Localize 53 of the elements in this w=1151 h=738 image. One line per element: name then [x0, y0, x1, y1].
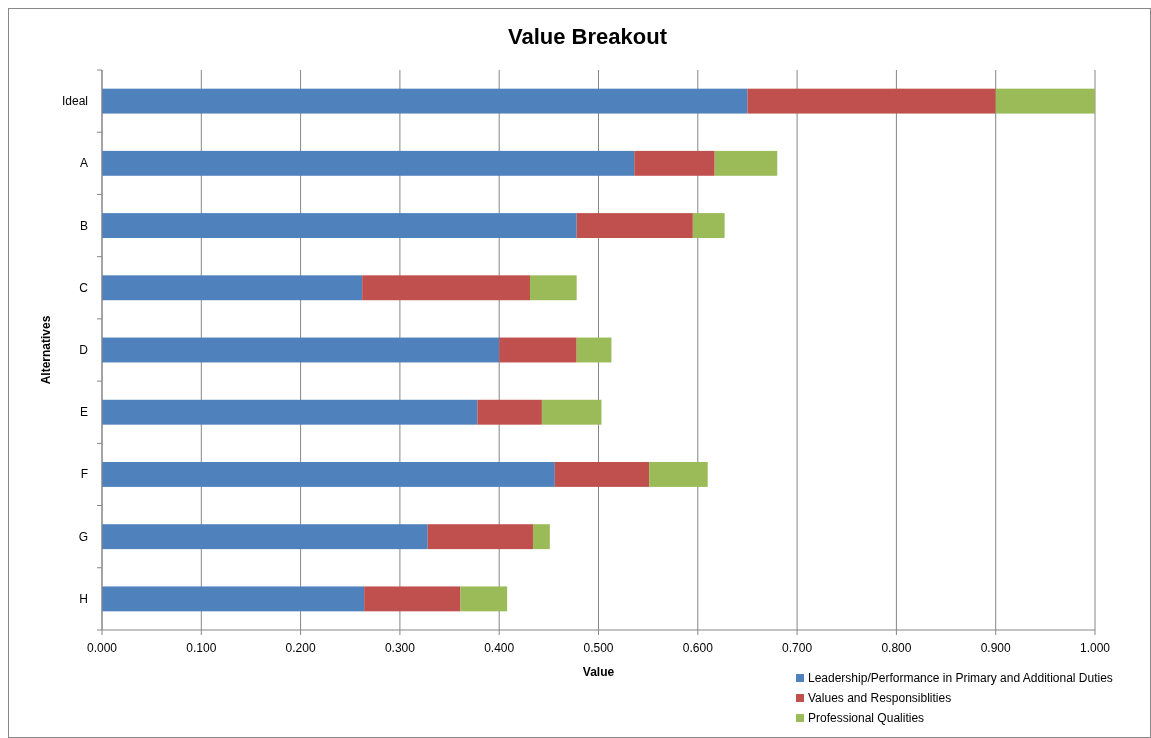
bar — [102, 586, 365, 612]
bar — [364, 586, 461, 612]
bar — [576, 213, 693, 238]
y-axis-title: Alternatives — [39, 315, 53, 385]
x-tick-label: 0.500 — [583, 641, 614, 655]
bar — [102, 275, 363, 301]
chart-title: Value Breakout — [508, 24, 668, 49]
x-tick-label: 0.300 — [384, 641, 416, 655]
bar — [532, 524, 550, 550]
x-axis-title: Value — [582, 665, 615, 679]
bar — [102, 462, 555, 487]
legend-label: Professional Qualities — [808, 711, 925, 725]
bar — [747, 88, 996, 114]
bar — [102, 88, 748, 114]
bar — [102, 150, 635, 176]
y-tick-label: D — [79, 343, 89, 357]
y-tick-label: H — [79, 591, 88, 606]
bar — [477, 399, 542, 425]
bar — [576, 337, 612, 363]
bar — [995, 88, 1095, 114]
bar — [714, 150, 778, 176]
legend-label: Values and Responsiblities — [808, 691, 952, 705]
y-tick-label: G — [78, 529, 88, 544]
x-tick-label: 0.700 — [782, 641, 813, 655]
bar — [460, 586, 508, 612]
y-tick-label: B — [79, 218, 88, 233]
x-tick-label: 0.000 — [86, 641, 118, 655]
x-tick-label: 1.000 — [1079, 641, 1111, 655]
y-tick-label: F — [80, 467, 88, 482]
bar — [102, 337, 500, 363]
bar — [102, 213, 577, 238]
bar — [362, 275, 530, 301]
bar — [554, 462, 650, 487]
bar — [427, 524, 533, 550]
bar — [649, 462, 708, 487]
x-tick-label: 0.400 — [484, 641, 515, 655]
y-tick-label: A — [79, 156, 88, 171]
x-tick-label: 0.900 — [980, 641, 1012, 655]
bar — [541, 399, 602, 425]
y-tick-label: E — [79, 405, 88, 420]
x-tick-label: 0.800 — [881, 641, 912, 655]
bar — [634, 150, 715, 176]
bar — [692, 213, 725, 238]
bar — [102, 524, 428, 550]
x-tick-label: 0.600 — [682, 641, 714, 655]
x-tick-label: 0.200 — [285, 641, 316, 655]
y-tick-label: Ideal — [61, 94, 88, 109]
bar — [529, 275, 577, 301]
bar — [102, 399, 478, 425]
x-tick-label: 0.100 — [186, 641, 217, 655]
y-tick-label: C — [79, 280, 89, 295]
legend-label: Leadership/Performance in Primary and Additional Duties — [808, 671, 1113, 685]
bar — [499, 337, 577, 363]
